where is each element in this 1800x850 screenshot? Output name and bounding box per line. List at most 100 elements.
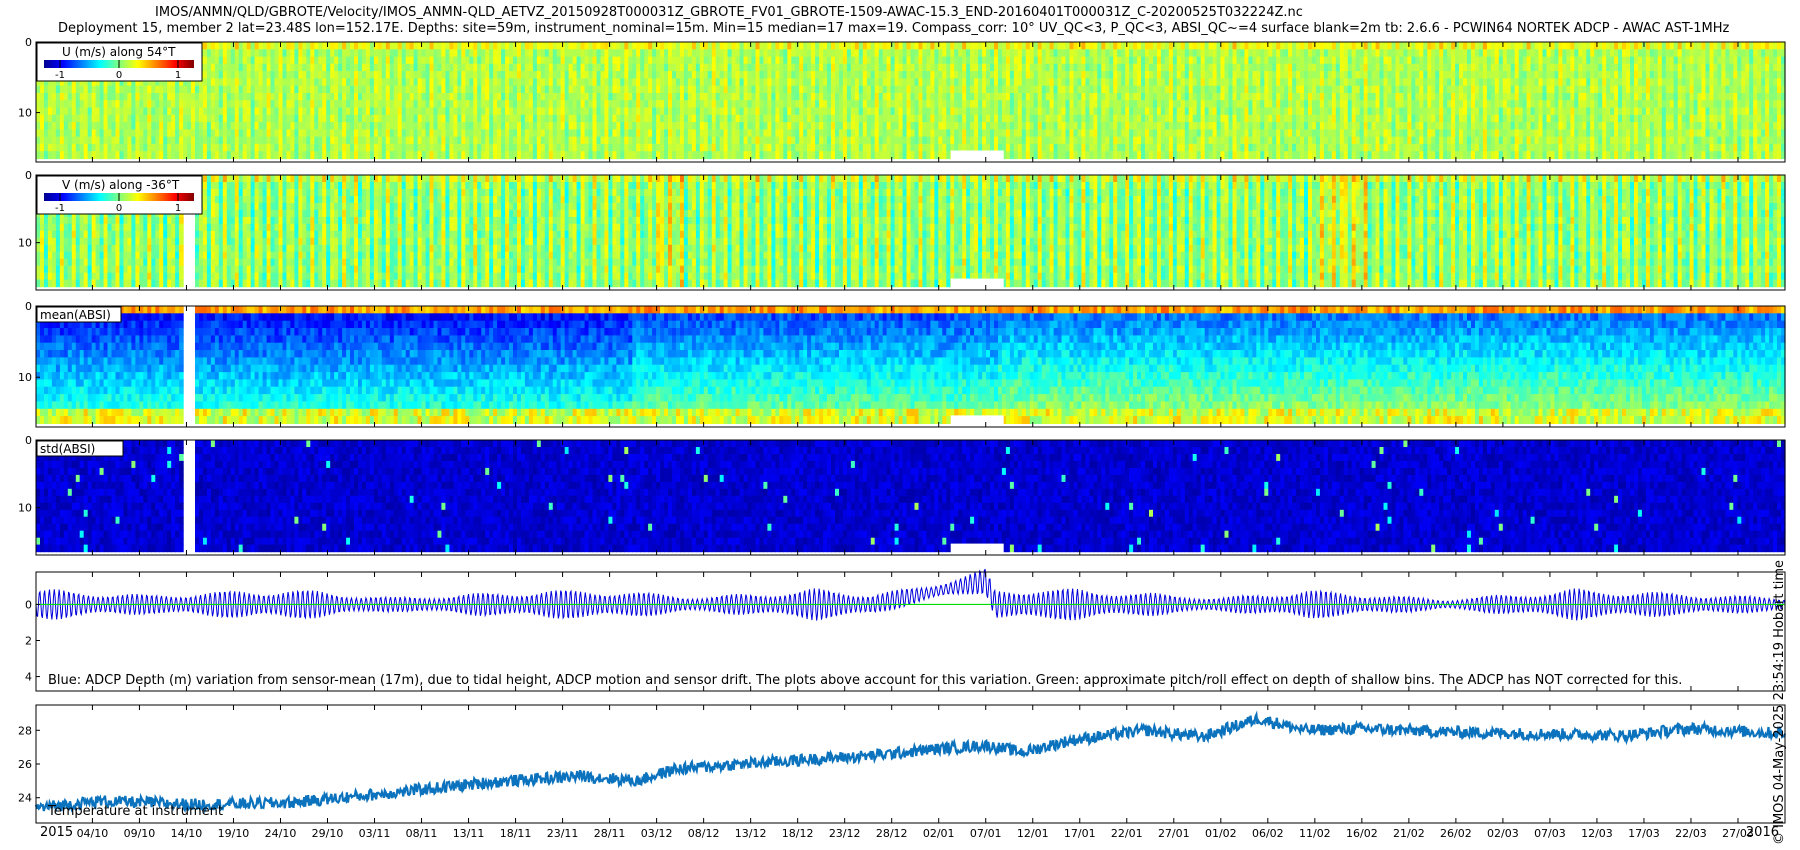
heatmap-cell (541, 78, 546, 86)
heatmap-cell (676, 64, 681, 72)
heatmap-cell (847, 100, 852, 108)
heatmap-cell (811, 100, 816, 108)
heatmap-cell (374, 129, 379, 137)
heatmap-cell (604, 86, 609, 94)
heatmap-cell (787, 93, 792, 101)
heatmap-cell (306, 42, 311, 50)
heatmap-cell (493, 64, 498, 72)
heatmap-cell (112, 108, 117, 116)
heatmap-cell (660, 151, 665, 159)
heatmap-cell (608, 42, 613, 50)
heatmap-cell (302, 108, 307, 116)
heatmap-cell (302, 42, 307, 50)
heatmap-cell (56, 93, 61, 101)
heatmap-cell (338, 108, 343, 116)
heatmap-cell (183, 144, 188, 152)
heatmap-cell (135, 100, 140, 108)
heatmap-cell (732, 78, 737, 86)
heatmap-cell (581, 115, 586, 123)
heatmap-cell (783, 49, 788, 57)
heatmap-cell (815, 129, 820, 137)
heatmap-cell (406, 78, 411, 86)
heatmap-cell (179, 151, 184, 159)
heatmap-cell (720, 86, 725, 94)
heatmap-cell (728, 42, 733, 50)
heatmap-cell (219, 122, 224, 130)
heatmap-cell (294, 122, 299, 130)
heatmap-cell (517, 151, 522, 159)
heatmap-cell (84, 137, 89, 145)
heatmap-cell (263, 144, 268, 152)
heatmap-cell (350, 78, 355, 86)
heatmap-cell (648, 115, 653, 123)
heatmap-cell (434, 42, 439, 50)
heatmap-cell (688, 115, 693, 123)
heatmap-cell (835, 115, 840, 123)
heatmap-cell (819, 122, 824, 130)
heatmap-cell (108, 115, 113, 123)
heatmap-cell (704, 78, 709, 86)
heatmap-cell (688, 108, 693, 116)
heatmap-cell (290, 115, 295, 123)
heatmap-cell (390, 137, 395, 145)
heatmap-cell (402, 78, 407, 86)
heatmap-cell (545, 129, 550, 137)
heatmap-column (541, 42, 546, 159)
heatmap-cell (430, 71, 435, 79)
heatmap-cell (795, 57, 800, 65)
heatmap-cell (660, 108, 665, 116)
heatmap-cell (497, 78, 502, 86)
heatmap-cell (573, 129, 578, 137)
heatmap-cell (485, 129, 490, 137)
heatmap-cell (493, 151, 498, 159)
heatmap-cell (660, 86, 665, 94)
heatmap-cell (660, 93, 665, 101)
heatmap-cell (40, 151, 45, 159)
heatmap-cell (112, 137, 117, 145)
heatmap-cell (783, 86, 788, 94)
heatmap-cell (342, 86, 347, 94)
heatmap-cell (275, 93, 280, 101)
heatmap-column (668, 42, 673, 159)
heatmap-cell (561, 129, 566, 137)
heatmap-cell (338, 49, 343, 57)
heatmap-cell (271, 57, 276, 65)
heatmap-cell (362, 57, 367, 65)
heatmap-cell (72, 151, 77, 159)
heatmap-cell (275, 86, 280, 94)
heatmap-cell (756, 100, 761, 108)
heatmap-cell (406, 64, 411, 72)
heatmap-cell (767, 100, 772, 108)
heatmap-cell (628, 93, 633, 101)
heatmap-cell (422, 42, 427, 50)
heatmap-cell (767, 137, 772, 145)
heatmap-cell (740, 122, 745, 130)
heatmap-column (827, 42, 832, 159)
heatmap-cell (275, 71, 280, 79)
heatmap-cell (648, 71, 653, 79)
heatmap-cell (163, 129, 168, 137)
heatmap-cell (374, 144, 379, 152)
heatmap-cell (843, 86, 848, 94)
heatmap-cell (310, 57, 315, 65)
heatmap-cell (223, 100, 228, 108)
heatmap-column (390, 42, 395, 159)
heatmap-cell (573, 49, 578, 57)
heatmap-cell (509, 122, 514, 130)
heatmap-cell (493, 57, 498, 65)
heatmap-cell (684, 137, 689, 145)
heatmap-cell (263, 64, 268, 72)
heatmap-cell (740, 100, 745, 108)
heatmap-column (732, 42, 737, 159)
heatmap-cell (279, 78, 284, 86)
heatmap-cell (660, 122, 665, 130)
heatmap-cell (219, 86, 224, 94)
heatmap-cell (497, 100, 502, 108)
heatmap-cell (259, 93, 264, 101)
heatmap-cell (80, 100, 85, 108)
heatmap-column (219, 42, 224, 159)
heatmap-cell (672, 42, 677, 50)
heatmap-cell (593, 144, 598, 152)
heatmap-cell (660, 144, 665, 152)
heatmap-cell (624, 122, 629, 130)
